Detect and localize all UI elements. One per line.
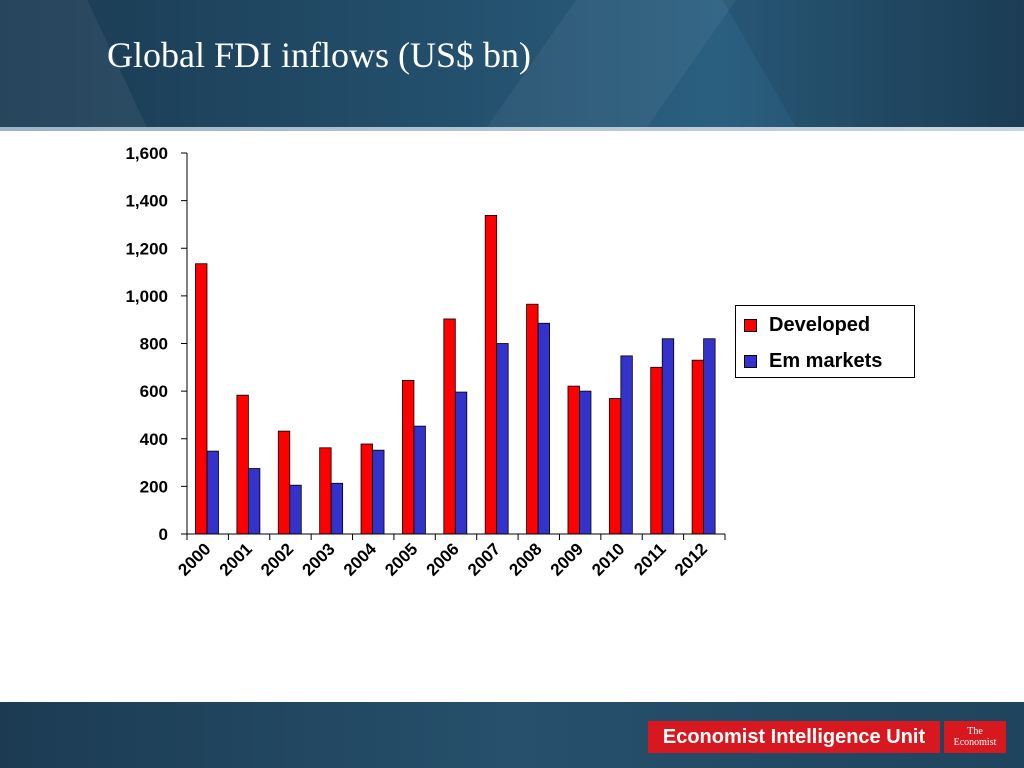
bar-em-markets-2010 <box>620 355 633 535</box>
bar-developed-2005 <box>402 380 415 535</box>
x-tick-label: 2006 <box>423 539 463 579</box>
bar-developed-2006 <box>443 318 456 535</box>
y-tick-label: 200 <box>140 477 168 496</box>
bar-developed-2002 <box>277 430 291 535</box>
legend-label-developed: Developed <box>769 314 871 336</box>
bar-em-markets-2008 <box>537 322 550 535</box>
y-tick-label: 0 <box>159 525 168 544</box>
chart-legend: Developed Em markets <box>735 305 915 378</box>
y-tick-label: 1,400 <box>125 192 168 211</box>
y-tick-label: 600 <box>140 382 168 401</box>
bar-em-markets-2000 <box>206 450 219 535</box>
legend-label-em-markets: Em markets <box>769 350 883 372</box>
x-tick-label: 2007 <box>464 539 504 579</box>
bar-developed-2004 <box>360 443 373 535</box>
bar-developed-2011 <box>650 366 663 535</box>
bar-em-markets-2001 <box>247 468 261 535</box>
y-tick-label: 1,000 <box>125 287 168 306</box>
x-tick-label: 2003 <box>298 539 338 579</box>
bar-em-markets-2012 <box>703 338 716 535</box>
bar-developed-2000 <box>195 263 208 535</box>
x-axis-ticks: 2000 2001 2002 2003 2004 2005 2006 2007 2008 2009… <box>174 534 726 580</box>
bar-em-markets-2002 <box>289 484 302 535</box>
bar-em-markets-2007 <box>496 343 509 535</box>
x-tick-label: 2009 <box>547 539 587 579</box>
bar-developed-2003 <box>319 447 332 535</box>
x-tick-label: 2002 <box>257 539 297 579</box>
x-tick-label: 2010 <box>588 539 628 579</box>
bar-developed-2008 <box>526 303 539 535</box>
bar-developed-2001 <box>236 394 249 535</box>
header-divider <box>0 127 1024 131</box>
bar-em-markets-2004 <box>372 449 385 535</box>
chart-bars <box>195 214 716 535</box>
x-tick-label: 2001 <box>216 539 256 579</box>
eiu-logo: Economist Intelligence Unit <box>648 721 940 753</box>
bar-developed-2010 <box>608 398 622 535</box>
bar-em-markets-2006 <box>454 391 468 535</box>
y-tick-label: 400 <box>140 430 168 449</box>
y-tick-label: 1,200 <box>125 239 168 258</box>
economist-logo-line1: The <box>967 726 983 737</box>
y-tick-label: 800 <box>140 335 168 354</box>
bar-em-markets-2003 <box>330 482 344 535</box>
economist-logo: The Economist <box>944 721 1006 753</box>
x-tick-label: 2011 <box>630 539 670 579</box>
legend-swatch-developed <box>744 319 757 332</box>
y-tick-label: 1,600 <box>125 144 168 163</box>
bar-em-markets-2011 <box>661 338 675 535</box>
x-tick-label: 2012 <box>671 539 711 579</box>
x-tick-label: 2004 <box>340 539 381 580</box>
x-tick-label: 2005 <box>381 539 421 579</box>
economist-logo-line2: Economist <box>953 737 997 748</box>
bar-developed-2007 <box>484 214 498 535</box>
bar-em-markets-2005 <box>413 425 426 535</box>
x-tick-label: 2008 <box>505 539 545 579</box>
bar-em-markets-2009 <box>579 390 592 535</box>
slide-header <box>0 0 1024 127</box>
bar-developed-2009 <box>567 385 580 535</box>
bar-developed-2012 <box>691 359 705 535</box>
header-decoration <box>722 0 1024 127</box>
legend-swatch-em-markets <box>744 355 757 368</box>
x-tick-label: 2000 <box>174 539 214 579</box>
y-axis-ticks: 0 200 400 600 800 1,000 1,200 1,400 1,600 <box>125 144 187 544</box>
slide-title: Global FDI inflows (US$ bn) <box>107 35 531 75</box>
